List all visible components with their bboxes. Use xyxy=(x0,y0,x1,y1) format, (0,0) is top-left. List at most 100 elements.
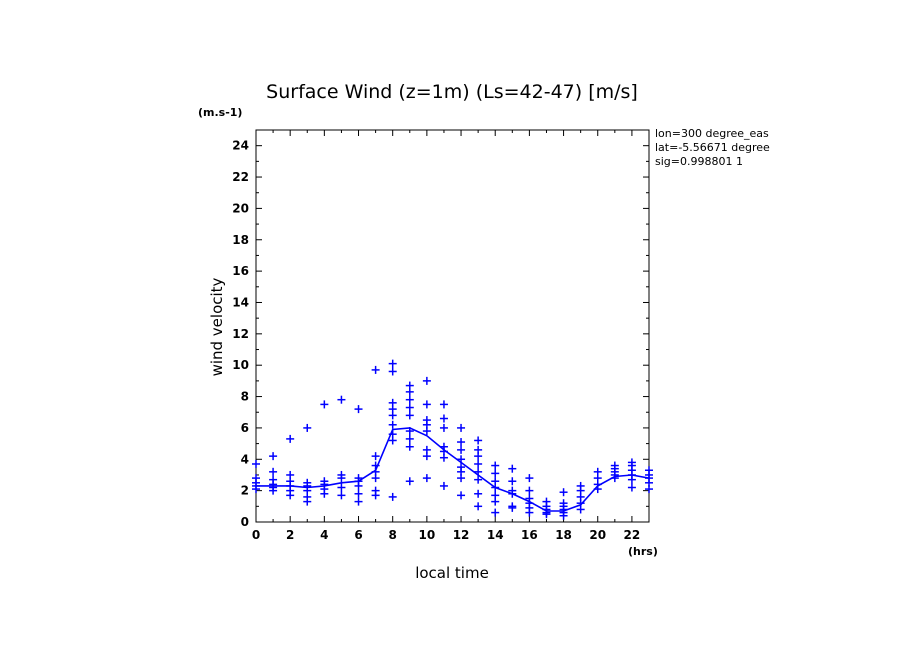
data-point xyxy=(303,423,312,432)
x-tick-label: 16 xyxy=(521,528,538,542)
y-tick-label: 14 xyxy=(232,295,249,309)
data-point xyxy=(439,481,448,490)
data-point xyxy=(286,434,295,443)
data-point xyxy=(371,486,380,495)
data-point xyxy=(627,458,636,467)
data-point xyxy=(422,400,431,409)
info-block: lon=300 degree_eas lat=-5.56671 degree s… xyxy=(655,127,770,168)
data-point xyxy=(439,414,448,423)
data-point xyxy=(645,466,653,475)
x-tick-label: 20 xyxy=(589,528,606,542)
data-point xyxy=(508,464,517,473)
data-point xyxy=(491,477,500,486)
plot-frame xyxy=(255,129,650,523)
y-tick-label: 18 xyxy=(232,233,249,247)
data-point xyxy=(457,445,466,454)
data-point xyxy=(422,376,431,385)
y-tick-label: 4 xyxy=(241,452,249,466)
x-tick-label: 8 xyxy=(389,528,397,542)
data-point xyxy=(474,445,483,454)
data-point xyxy=(354,497,363,506)
data-point xyxy=(269,452,278,461)
data-point xyxy=(337,491,346,500)
data-point xyxy=(303,478,312,487)
y-tick-label: 16 xyxy=(232,264,249,278)
y-tick-label: 10 xyxy=(232,358,249,372)
data-point xyxy=(337,470,346,479)
data-point xyxy=(405,434,414,443)
data-point xyxy=(439,442,448,451)
data-point xyxy=(388,359,397,368)
data-point xyxy=(405,395,414,404)
data-point xyxy=(474,475,483,484)
data-point xyxy=(337,395,346,404)
data-point xyxy=(422,416,431,425)
x-tick-label: 18 xyxy=(555,528,572,542)
data-point xyxy=(576,481,585,490)
data-point xyxy=(388,492,397,501)
data-point xyxy=(388,367,397,376)
data-point xyxy=(252,474,260,483)
data-point xyxy=(354,489,363,498)
y-tick-label: 12 xyxy=(232,327,249,341)
data-point xyxy=(525,494,534,503)
data-point xyxy=(388,420,397,429)
data-point xyxy=(491,508,500,517)
y-tick-label: 22 xyxy=(232,170,249,184)
y-axis-title: wind velocity xyxy=(208,277,226,376)
y-tick-label: 0 xyxy=(241,515,249,529)
data-point xyxy=(457,455,466,464)
data-point xyxy=(371,365,380,374)
data-point xyxy=(457,423,466,432)
data-point xyxy=(508,502,517,511)
data-point xyxy=(269,475,278,484)
data-point xyxy=(627,483,636,492)
data-point xyxy=(542,497,551,506)
data-point xyxy=(439,423,448,432)
x-axis-title: local time xyxy=(415,564,489,582)
data-point xyxy=(354,405,363,414)
x-tick-label: 14 xyxy=(487,528,504,542)
x-tick-label: 6 xyxy=(354,528,362,542)
data-point xyxy=(525,474,534,483)
data-point xyxy=(474,436,483,445)
data-point xyxy=(371,461,380,470)
x-tick-label: 10 xyxy=(419,528,436,542)
data-point xyxy=(491,491,500,500)
y-tick-label: 2 xyxy=(241,484,249,498)
data-point xyxy=(269,467,278,476)
x-tick-label: 0 xyxy=(252,528,260,542)
data-point xyxy=(320,400,329,409)
y-unit-label: (m.s-1) xyxy=(198,106,242,119)
data-point xyxy=(405,442,414,451)
data-points xyxy=(252,359,653,520)
x-tick-label: 2 xyxy=(286,528,294,542)
data-point xyxy=(525,486,534,495)
data-point xyxy=(354,474,363,483)
data-point xyxy=(593,467,602,476)
x-unit-label: (hrs) xyxy=(628,545,658,558)
y-tick-label: 20 xyxy=(232,201,249,215)
data-point xyxy=(508,486,517,495)
data-point xyxy=(457,463,466,472)
data-point xyxy=(337,483,346,492)
data-point xyxy=(388,430,397,439)
data-point xyxy=(405,427,414,436)
data-point xyxy=(457,438,466,447)
x-tick-label: 12 xyxy=(453,528,470,542)
data-point xyxy=(439,400,448,409)
data-point xyxy=(405,381,414,390)
x-tick-label: 22 xyxy=(624,528,641,542)
mean-line xyxy=(256,427,650,512)
data-point xyxy=(610,461,619,470)
y-tick-label: 8 xyxy=(241,390,249,404)
data-point xyxy=(286,470,295,479)
y-tick-label: 24 xyxy=(232,139,249,153)
data-point xyxy=(457,491,466,500)
y-tick-label: 6 xyxy=(241,421,249,435)
data-point xyxy=(320,477,329,486)
data-point xyxy=(474,467,483,476)
info-latitude: lat=-5.56671 degree xyxy=(655,141,770,154)
